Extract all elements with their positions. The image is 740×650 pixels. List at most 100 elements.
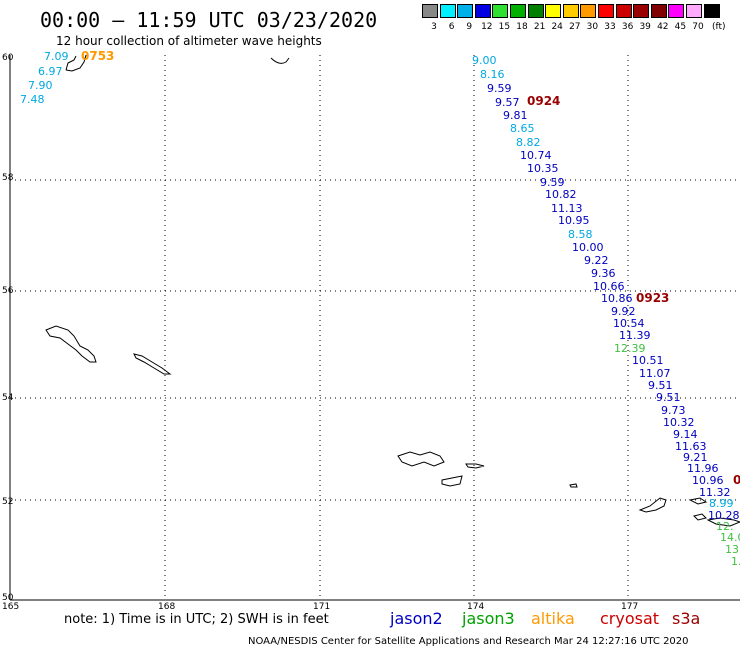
legend-label: 45 <box>674 22 687 32</box>
legend-label: 21 <box>533 22 546 32</box>
pass-time-label: 0923 <box>636 291 669 305</box>
island-attu <box>397 451 445 467</box>
wave-height-value: 8.65 <box>510 122 535 135</box>
wave-height-value: 10.86 <box>601 292 633 305</box>
legend-label: 3 <box>431 22 437 32</box>
legend-label: 27 <box>569 22 581 32</box>
legend-swatch <box>562 4 579 18</box>
island-small-1 <box>465 463 485 469</box>
satellite-name: s3a <box>672 609 701 628</box>
island-rat-1 <box>638 497 667 513</box>
coastlines <box>45 54 740 527</box>
wave-height-value: 10.35 <box>527 162 559 175</box>
wave-height-value: 12. <box>716 520 734 533</box>
legend-label: 24 <box>551 22 563 32</box>
wave-height-value: 9.00 <box>472 54 497 67</box>
page-subtitle: 12 hour collection of altimeter wave hei… <box>56 34 322 48</box>
lat-label: 58 <box>2 173 14 183</box>
island-agattu <box>441 475 463 487</box>
lat-label: 50 <box>2 593 14 603</box>
legend-swatch <box>598 4 614 18</box>
island-small-2 <box>569 483 578 488</box>
wave-height-value: 10.74 <box>520 149 552 162</box>
wave-height-value: 11.13 <box>551 202 583 215</box>
legend-label: 70 <box>692 22 704 32</box>
legend-label: 18 <box>516 22 528 32</box>
wave-height-value: 11.32 <box>699 486 731 499</box>
wave-height-value: 11.39 <box>619 329 651 342</box>
island-bering-kamchatka <box>45 325 97 363</box>
lat-axis: 60 58 56 54 52 50 <box>2 53 14 603</box>
legend-swatch <box>633 4 650 18</box>
legend-swatch <box>457 4 474 18</box>
wave-height-value: 9.22 <box>584 254 609 267</box>
wave-height-value: 9.51 <box>648 379 673 392</box>
wave-height-value: 14.0 <box>720 531 740 544</box>
satellite-name: altika <box>531 609 575 628</box>
lon-label: 177 <box>621 602 638 612</box>
wave-height-value: 7.09 <box>44 50 69 63</box>
legend-swatch <box>510 4 526 18</box>
wave-height-value: 7.90 <box>28 79 53 92</box>
wave-height-value: 9.92 <box>611 305 636 318</box>
wave-height-value: 10.00 <box>572 241 604 254</box>
wave-height-value: 6.97 <box>38 65 63 78</box>
wave-height-value: 11.63 <box>675 440 707 453</box>
wave-height-value: 11.96 <box>687 462 719 475</box>
page-title: 00:00 — 11:59 UTC 03/23/2020 <box>40 8 378 32</box>
legend-label: 36 <box>621 22 634 32</box>
pass-time-label: 0 <box>733 473 740 487</box>
wave-height-value: 9.57 <box>495 96 520 109</box>
wave-height-value: 10.54 <box>613 317 645 330</box>
legend-swatch <box>474 4 491 18</box>
coast-north-left <box>65 54 87 72</box>
legend-label: 12 <box>481 22 493 32</box>
legend-swatch <box>527 4 544 18</box>
wave-height-value: 9.51 <box>656 391 681 404</box>
legend-swatch <box>615 4 632 18</box>
wave-height-value: 10.96 <box>692 474 724 487</box>
legend-label: 30 <box>586 22 599 32</box>
lat-label: 54 <box>2 393 14 403</box>
wave-height-value: 8.58 <box>568 228 593 241</box>
legend-swatch <box>686 4 702 18</box>
lat-label: 52 <box>2 497 13 507</box>
satellite-name: jason3 <box>462 609 515 628</box>
wave-height-value: 9.36 <box>591 267 616 280</box>
legend-swatch <box>668 4 685 18</box>
lon-label: 165 <box>2 602 19 612</box>
legend-label: 33 <box>604 22 616 32</box>
wave-height-value: 10.66 <box>593 280 625 293</box>
wave-height-value: 9.59 <box>540 176 565 189</box>
credit-line: NOAA/NESDIS Center for Satellite Applica… <box>248 636 689 647</box>
wave-height-value: 8.99 <box>709 497 734 510</box>
legend-label: 9 <box>466 22 473 32</box>
satellite-name: jason2 <box>390 609 443 628</box>
wave-height-value: 12.39 <box>614 342 646 355</box>
legend-label: 15 <box>498 22 511 32</box>
wave-height-value: 10.82 <box>545 188 577 201</box>
legend-swatch <box>439 4 456 18</box>
satellite-name: cryosat <box>600 609 660 628</box>
island-medny <box>133 353 172 375</box>
footer-note: note: 1) Time is in UTC; 2) SWH is in fe… <box>64 612 329 627</box>
legend-label: 6 <box>448 22 455 32</box>
lon-label: 174 <box>467 602 484 612</box>
wave-height-value: 7.48 <box>20 93 45 106</box>
lon-axis: 165 168 171 174 177 <box>2 602 638 612</box>
wave-height-value: 9.81 <box>503 109 528 122</box>
coast-north-mid <box>270 57 290 64</box>
wave-height-value: 8.82 <box>516 136 541 149</box>
legend-label: 42 <box>657 22 669 32</box>
legend-swatch <box>422 4 438 18</box>
lat-label: 56 <box>2 286 14 296</box>
wave-height-value: 13 <box>725 543 739 556</box>
legend-unit: (ft) <box>712 22 726 32</box>
legend-swatch <box>580 4 597 18</box>
legend-swatch <box>703 4 720 18</box>
lon-label: 168 <box>158 602 175 612</box>
wave-height-value: 8.16 <box>480 68 505 81</box>
pass-time-label: 0753 <box>81 49 114 63</box>
